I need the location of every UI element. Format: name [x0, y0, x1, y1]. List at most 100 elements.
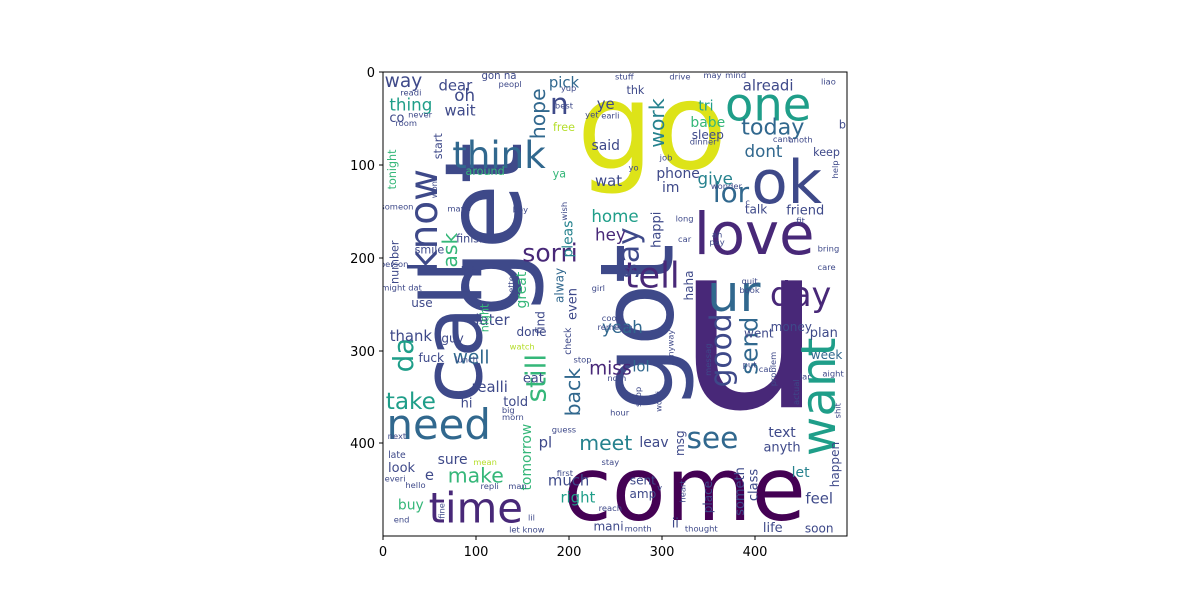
word-hope: hope [526, 88, 550, 139]
word-boy: boy [513, 204, 528, 214]
word-thought: thought [685, 524, 719, 534]
word-start: start [432, 133, 445, 160]
word-care: care [818, 262, 836, 272]
word-say: say [611, 227, 646, 278]
word-first: first [557, 468, 574, 478]
word-quit: quit [741, 276, 758, 286]
word-peopl: peopl [499, 79, 522, 89]
x-tick-label: 200 [557, 545, 582, 560]
word-thank: thank [390, 328, 433, 345]
word-come: come [563, 438, 806, 541]
word-stuff: stuff [615, 72, 634, 82]
word-still: still [520, 354, 553, 403]
word-text: text [768, 425, 796, 441]
word-went: went [744, 327, 774, 341]
word-got: got [579, 244, 698, 411]
word-morn: morn [502, 412, 524, 422]
word-wish: wish [559, 202, 569, 221]
word-watch: watch [510, 342, 535, 352]
word-money: money [771, 320, 812, 334]
word-phone: phone [656, 166, 700, 182]
word-might-dat: might dat [381, 282, 422, 292]
x-tick-label: 100 [464, 545, 489, 560]
word-alreadi: alreadi [743, 77, 794, 94]
word-anoth: anoth [789, 135, 813, 145]
word-way: way [385, 71, 423, 92]
word-long: long [676, 214, 694, 224]
word-shit: shit [833, 402, 843, 418]
word-find: find [534, 311, 548, 334]
word-e: e [425, 467, 434, 484]
word-mean: mean [473, 457, 497, 467]
word-everi: everi [385, 473, 406, 483]
word-guy: guy [441, 331, 463, 345]
word-next: next [388, 431, 407, 441]
word-amp: amp [629, 487, 656, 501]
word-buy: buy [398, 497, 424, 513]
word-tell: tell [625, 256, 680, 297]
y-tick-label: 0 [367, 66, 375, 81]
word-alway: alway [552, 268, 566, 303]
word-miss: miss [589, 358, 632, 379]
word-ask: ask [438, 233, 462, 268]
word-lil: lil [528, 512, 535, 522]
word-tonight: tonight [386, 149, 399, 189]
word-rememb: rememb [597, 322, 632, 332]
word-tri: tri [698, 98, 713, 114]
word-free: free [553, 121, 575, 134]
word-plan: plan [810, 326, 838, 341]
plot-frame [382, 71, 848, 537]
word-someth: someth [733, 467, 748, 516]
x-tick-label: 0 [379, 545, 387, 560]
word-work: work [645, 98, 669, 148]
word-mayb: mayb [447, 203, 470, 213]
word-put: put [743, 359, 758, 369]
word-great: great [514, 271, 530, 308]
word-happen: happen [828, 442, 842, 487]
word-make: make [448, 464, 504, 488]
word-ya: ya [553, 168, 566, 181]
word-good: good [704, 313, 739, 387]
word-meet: meet [579, 431, 632, 455]
word-yo: yo [629, 163, 639, 173]
word-eat: eat [523, 372, 544, 387]
word-man: man [508, 481, 527, 491]
x-tick-label: 400 [743, 545, 768, 560]
word-fine: fine [436, 503, 446, 519]
word-yeah: yeah [602, 317, 643, 337]
word-person: person [380, 259, 409, 269]
word-take: take [386, 388, 436, 415]
word-home: home [591, 206, 638, 226]
word-heart: heart [678, 480, 688, 503]
word-earli: earli [601, 111, 619, 121]
word-keep: keep [813, 146, 840, 159]
word-pl: pl [539, 435, 553, 452]
word-may: may [703, 70, 721, 80]
word-best: best [555, 100, 574, 110]
word-ur: ur [707, 265, 760, 324]
word-dear: dear [439, 77, 474, 94]
word-back: back [561, 368, 585, 417]
word-time: time [429, 484, 523, 533]
word-one: one [725, 77, 811, 131]
word-lol: lol [632, 359, 649, 376]
word-dinner: dinner [690, 137, 717, 147]
word-liao: liao [821, 76, 836, 86]
word-hour: hour [610, 408, 630, 418]
word-send: send [736, 317, 764, 375]
word-problem: problem [768, 352, 778, 387]
word-bring: bring [818, 243, 840, 253]
word-check: check [563, 327, 574, 355]
word-fit: fit [796, 215, 805, 225]
word-messag: messag [703, 343, 713, 375]
word-guess: guess [552, 424, 576, 434]
word-n: n [550, 87, 569, 122]
word-even: even [566, 288, 581, 320]
word-sleep: sleep [692, 128, 724, 142]
word-right: right [560, 489, 595, 506]
word-readi: readi [400, 87, 421, 97]
word-cant: cant [773, 134, 792, 144]
x-tick-label: 300 [650, 545, 675, 560]
word-sent: sent [630, 473, 656, 487]
